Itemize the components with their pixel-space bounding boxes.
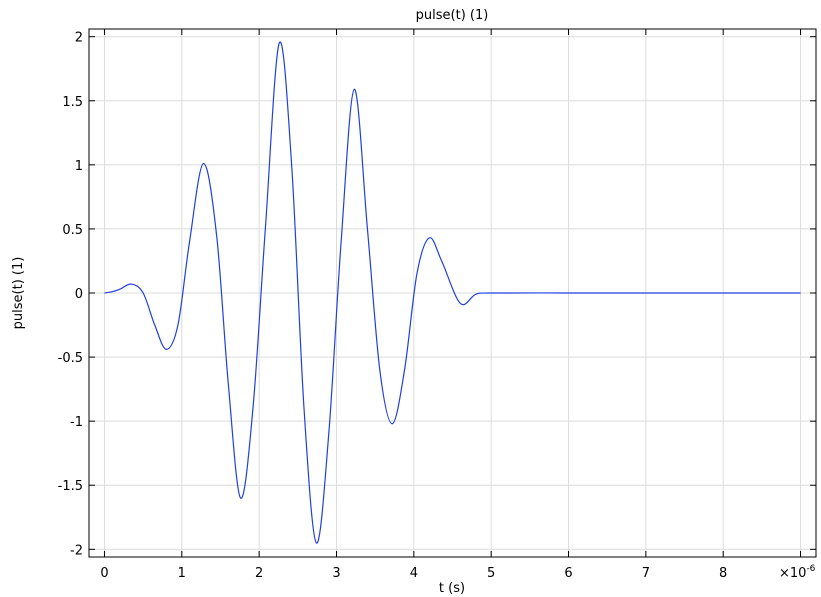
- x-tick-label: 1: [178, 566, 186, 581]
- x-tick-label: 8: [719, 566, 727, 581]
- y-tick-label: -1.5: [58, 479, 83, 494]
- y-tick-label: 2: [75, 31, 83, 46]
- y-tick-label: 0.5: [62, 223, 83, 238]
- x-tick-label: 4: [410, 566, 418, 581]
- x-tick-label: 6: [564, 566, 572, 581]
- chart-title: pulse(t) (1): [416, 8, 489, 23]
- y-axis-label: pulse(t) (1): [11, 257, 26, 330]
- x-tick-label: 3: [332, 566, 340, 581]
- y-tick-label: 1.5: [62, 95, 83, 110]
- x-tick-label: 7: [642, 566, 650, 581]
- y-tick-label: -1: [70, 415, 83, 430]
- y-tick-label: 0: [75, 287, 83, 302]
- x-tick-label: 0: [100, 566, 108, 581]
- y-tick-label: -2: [70, 543, 83, 558]
- tick-labels: 0 1 2 3 4 5 6 7 8 2 1.5 1 0.5 0 -0.5 -1 -1.5 -2: [58, 31, 728, 581]
- grid-lines: [89, 29, 816, 557]
- x-tick-label: 2: [255, 566, 263, 581]
- x-tick-label: 5: [487, 566, 495, 581]
- x-axis-multiplier: ×10-6: [779, 564, 816, 581]
- x-axis-label: t (s): [439, 581, 465, 596]
- tick-marks: [89, 29, 816, 557]
- y-tick-label: 1: [75, 159, 83, 174]
- y-tick-label: -0.5: [58, 351, 83, 366]
- series-line-pulse: [104, 41, 801, 544]
